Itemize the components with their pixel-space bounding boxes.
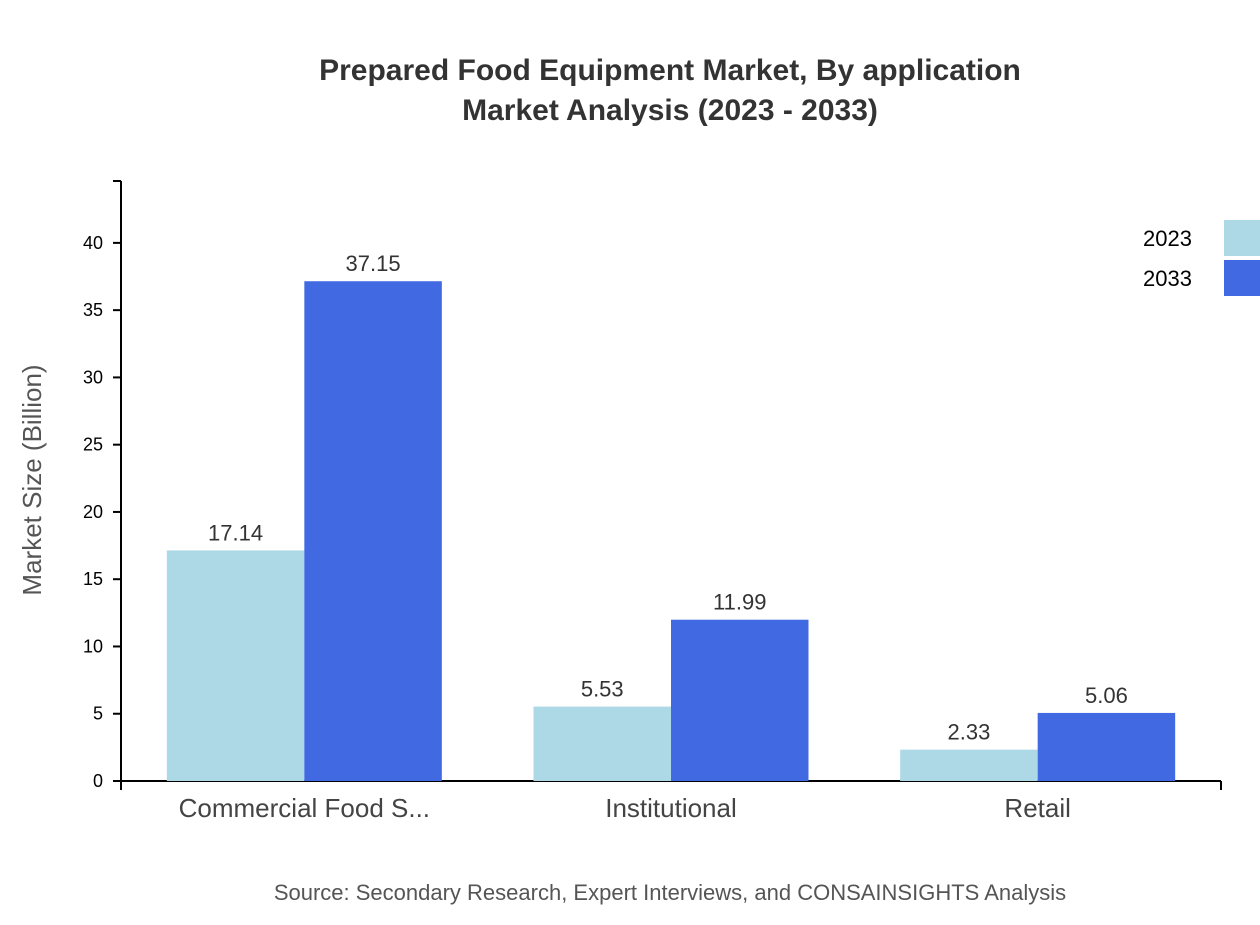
legend-swatch-2023 <box>1224 220 1260 256</box>
data-label: 5.06 <box>1085 683 1128 708</box>
x-tick-label: Retail <box>1004 793 1070 823</box>
bar-2033 <box>671 619 809 781</box>
data-label: 5.53 <box>581 677 624 702</box>
y-tick-label: 35 <box>83 300 103 320</box>
legend-label: 2023 <box>1143 226 1192 251</box>
bar-2023 <box>533 706 671 781</box>
bar-2033 <box>1037 712 1176 781</box>
bar-2023 <box>166 550 305 781</box>
y-tick-label: 5 <box>93 704 103 724</box>
data-label: 17.14 <box>208 520 263 545</box>
y-tick-label: 0 <box>93 771 103 791</box>
y-tick-label: 15 <box>83 569 103 589</box>
bar-2033 <box>304 281 442 781</box>
x-tick-label: Commercial Food S... <box>179 793 430 823</box>
chart-subtitle: Market Analysis (2023 - 2033) <box>462 94 878 127</box>
y-axis-label: Market Size (Billion) <box>17 364 47 595</box>
chart-title: Prepared Food Equipment Market, By appli… <box>319 54 1021 87</box>
source-note: Source: Secondary Research, Expert Inter… <box>274 880 1066 905</box>
data-label: 37.15 <box>346 251 401 276</box>
legend-swatch-2033 <box>1224 260 1260 296</box>
bar-2023 <box>900 749 1038 781</box>
x-tick-label: Institutional <box>605 793 737 823</box>
data-label: 2.33 <box>948 720 991 745</box>
y-tick-label: 20 <box>83 502 103 522</box>
y-tick-label: 30 <box>83 367 103 387</box>
data-label: 11.99 <box>713 590 766 615</box>
y-tick-label: 10 <box>83 636 103 656</box>
y-tick-label: 25 <box>83 435 103 455</box>
y-tick-label: 40 <box>83 233 103 253</box>
legend-label: 2033 <box>1143 266 1192 291</box>
